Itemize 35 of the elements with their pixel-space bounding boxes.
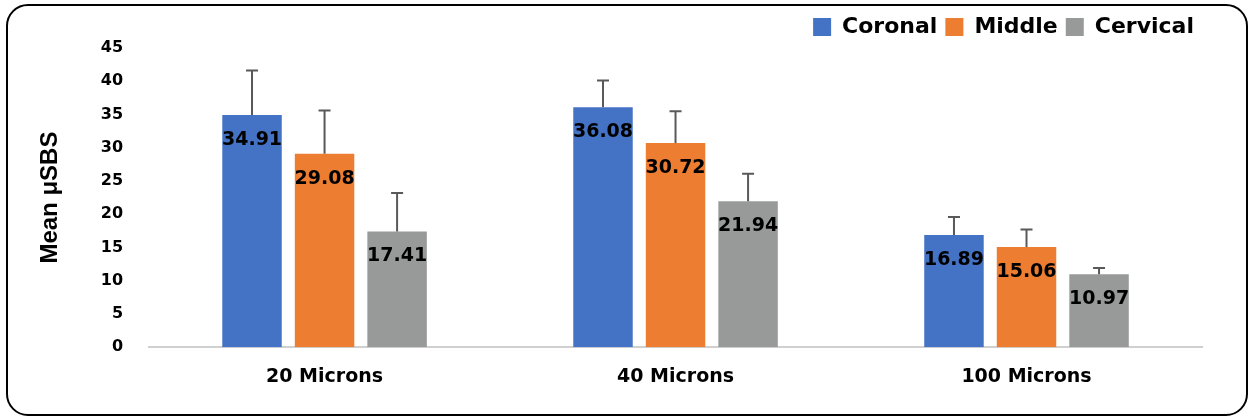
y-tick-label: 30 — [100, 136, 124, 156]
data-label: 36.08 — [572, 119, 634, 142]
data-label: 16.89 — [923, 246, 985, 269]
data-label: 34.91 — [221, 127, 283, 150]
data-label: 17.41 — [367, 243, 428, 266]
bar — [645, 142, 706, 348]
bar — [718, 201, 778, 348]
legend-label: Cervical — [1094, 12, 1195, 38]
bar — [222, 115, 282, 348]
y-axis-title: Mean μSBS — [35, 131, 63, 264]
y-tick-label: 10 — [100, 269, 124, 289]
y-tick-label: 5 — [111, 303, 124, 323]
y-tick-label: 0 — [111, 336, 124, 356]
legend-label: Middle — [974, 12, 1058, 38]
data-label: 15.06 — [996, 259, 1057, 282]
data-label: 30.72 — [645, 154, 706, 177]
bar — [294, 153, 355, 348]
bar — [996, 247, 1057, 348]
bar — [924, 234, 984, 348]
legend-label: Coronal — [842, 12, 938, 38]
bar — [367, 231, 427, 348]
data-label: 29.08 — [294, 165, 355, 188]
bar — [573, 107, 633, 348]
x-tick-label: 40 Microns — [617, 363, 735, 386]
bar — [1069, 274, 1129, 348]
data-label: 21.94 — [718, 213, 779, 236]
y-tick-label: 15 — [100, 236, 124, 256]
y-tick-label: 40 — [100, 70, 124, 90]
x-tick-label: 20 Microns — [266, 363, 384, 386]
x-tick-label: 100 Microns — [961, 363, 1092, 386]
y-tick-label: 45 — [100, 37, 124, 57]
y-tick-label: 35 — [100, 103, 124, 123]
data-label: 10.97 — [1068, 286, 1130, 309]
y-tick-label: 25 — [100, 170, 124, 190]
y-tick-label: 20 — [100, 203, 124, 223]
